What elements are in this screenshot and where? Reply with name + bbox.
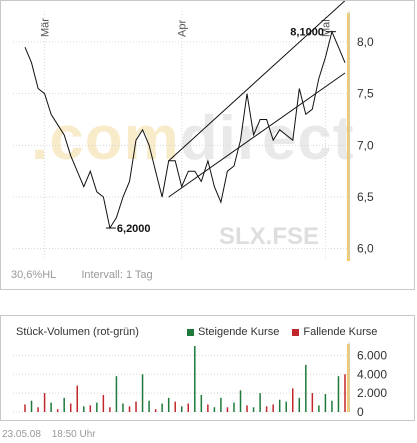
volume-bar [318, 405, 320, 412]
volume-bar [298, 397, 301, 412]
legend-label-rising: Steigende Kurse [198, 326, 280, 338]
volume-legend: Steigende Kurse Fallende Kurse [187, 326, 387, 338]
volume-bar [50, 402, 52, 412]
vol-tick-label: 2.000 [357, 386, 387, 400]
symbol-watermark: SLX.FSE [219, 223, 320, 250]
volume-bar [135, 401, 137, 412]
month-label: Apr [177, 20, 189, 37]
volume-bar [311, 393, 314, 412]
volume-bar [43, 393, 46, 412]
legend-item-falling: Fallende Kurse [292, 326, 377, 338]
volume-bar [344, 374, 346, 412]
channel-lower-line [168, 72, 346, 198]
channel-upper-line [168, 1, 346, 162]
volume-chart: 0 2.000 4.000 6.000 [13, 342, 387, 419]
volume-bar [200, 395, 203, 412]
volume-bar [259, 393, 261, 412]
price-chart-panel: .comdirect SLX.FSE 6,0 6,5 7,0 7,5 8,0 Mär Apr… [0, 0, 415, 290]
volume-bar [246, 405, 248, 412]
volume-bar [233, 402, 235, 412]
footer-time: 18:50 Uhr [51, 429, 96, 440]
volume-bar [207, 404, 209, 412]
volume-bar [226, 407, 229, 412]
volume-bar [167, 397, 170, 412]
status-interval: Intervall: 1 Tag [81, 269, 153, 281]
legend-swatch-rising [187, 328, 194, 336]
volume-bar [30, 400, 33, 412]
volume-bar [272, 404, 274, 412]
volume-bar [305, 364, 307, 412]
volume-bar [265, 406, 268, 412]
volume-bar [122, 403, 124, 412]
volume-bar [56, 409, 59, 412]
volume-bar [292, 388, 294, 412]
legend-label-falling: Fallende Kurse [303, 326, 378, 338]
volume-bar [109, 407, 111, 412]
volume-bar [24, 404, 26, 412]
y-tick-label: 6,0 [357, 242, 374, 256]
status-range: 30,6%HL [11, 269, 57, 281]
volume-bar [213, 407, 216, 412]
y-tick-label: 6,5 [357, 190, 374, 204]
volume-bar [76, 385, 78, 412]
volume-bar [63, 397, 65, 412]
volume-bar [239, 390, 242, 412]
price-series-line [24, 30, 346, 230]
status-bar: 30,6%HL Intervall: 1 Tag [11, 269, 175, 281]
high-value-label: 8,1000 [290, 27, 324, 39]
volume-bar [194, 346, 196, 412]
volume-bar [37, 407, 39, 412]
volume-bar [141, 374, 144, 412]
volume-bar [220, 397, 222, 412]
month-label: Mär [40, 18, 52, 37]
volume-bar [174, 401, 176, 412]
volume-chart-panel: Stück-Volumen (rot-grün) Steigende Kurse… [0, 315, 415, 421]
legend-swatch-falling [292, 328, 300, 336]
volume-bar [83, 406, 85, 412]
volume-bar [285, 401, 287, 412]
footer: 23.05.08 18:50 Uhr [2, 429, 104, 440]
low-value-label: 6,2000 [117, 223, 151, 235]
price-chart: 6,0 6,5 7,0 7,5 8,0 Mär Apr Mai 6,2000 8,1000 [13, 1, 374, 261]
legend-item-rising: Steigende Kurse [187, 326, 279, 338]
volume-bar [96, 402, 98, 412]
vol-tick-label: 6.000 [357, 348, 387, 362]
y-tick-label: 7,0 [357, 138, 374, 152]
volume-bar [337, 376, 340, 412]
month-label: Mai [320, 19, 332, 37]
volume-bar [187, 403, 190, 412]
volume-bar [115, 376, 118, 412]
volume-bar [180, 406, 183, 412]
volume-bar [102, 395, 105, 412]
vol-tick-label: 4.000 [357, 367, 387, 381]
volume-bar [128, 406, 131, 412]
volume-bar [154, 409, 157, 412]
volume-bar [252, 407, 255, 412]
volume-bar [324, 394, 327, 412]
volume-bar [89, 405, 92, 412]
y-tick-label: 8,0 [357, 35, 374, 49]
volume-bar [278, 399, 281, 412]
volume-bar [148, 400, 150, 412]
volume-bar [69, 403, 72, 412]
volume-title: Stück-Volumen (rot-grün) [16, 326, 139, 338]
watermark-logo: .comdirect [31, 104, 355, 173]
volume-bar [331, 400, 333, 412]
vol-tick-label: 0 [357, 405, 364, 419]
footer-date: 23.05.08 [2, 429, 41, 440]
volume-bar [161, 403, 163, 412]
y-tick-label: 7,5 [357, 87, 374, 101]
